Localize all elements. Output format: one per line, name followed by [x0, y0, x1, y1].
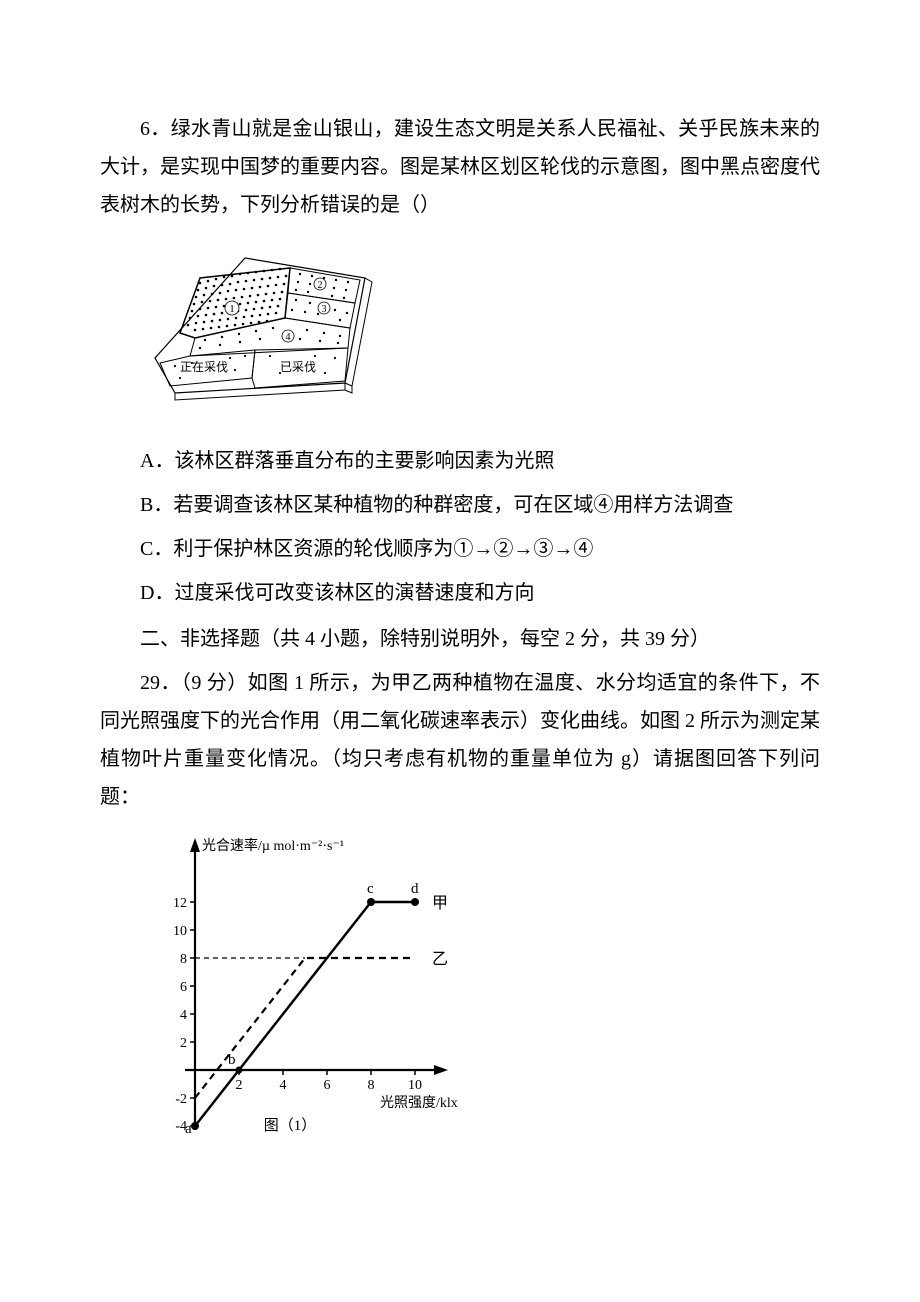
- point-b: b: [228, 1052, 236, 1068]
- label-yi: 乙: [432, 951, 448, 968]
- chart-svg: 光合速率/µ mol·m⁻²·s⁻¹ 12 10 8 6 4 2 -2 -4 2…: [140, 830, 470, 1140]
- svg-text:-2: -2: [175, 1092, 187, 1107]
- label-harvesting: 正在采伐: [180, 360, 228, 374]
- q29-intro: 29．（9 分）如图 1 所示，为甲乙两种植物在温度、水分均适宜的条件下，不同光…: [100, 664, 820, 816]
- forest-diagram-svg: 1 2 3 4 正在采伐 已采伐: [140, 238, 380, 428]
- label-jia: 甲: [432, 895, 448, 912]
- svg-text:6: 6: [324, 1078, 331, 1093]
- svg-text:10: 10: [408, 1078, 422, 1093]
- point-a: a: [185, 1121, 192, 1137]
- svg-text:4: 4: [180, 1008, 187, 1023]
- section2-header: 二、非选择题（共 4 小题，除特别说明外，每空 2 分，共 39 分）: [100, 620, 820, 658]
- x-axis-label: 光照强度/klx: [380, 1095, 458, 1111]
- svg-text:8: 8: [180, 952, 187, 967]
- region-label-3: 3: [322, 304, 327, 315]
- y-axis-label: 光合速率/µ mol·m⁻²·s⁻¹: [202, 837, 344, 854]
- chart-container: 光合速率/µ mol·m⁻²·s⁻¹ 12 10 8 6 4 2 -2 -4 2…: [140, 830, 820, 1140]
- svg-text:6: 6: [180, 980, 187, 995]
- series-yi: [195, 958, 415, 1098]
- svg-text:2: 2: [236, 1078, 243, 1093]
- chart-caption: 图（1）: [264, 1117, 317, 1134]
- q6-option-c: C．利于保护林区资源的轮伐顺序为①→②→③→④: [100, 530, 820, 568]
- svg-text:8: 8: [368, 1078, 375, 1093]
- q6-intro: 6．绿水青山就是金山银山，建设生态文明是关系人民福祉、关乎民族未来的大计，是实现…: [100, 110, 820, 224]
- series-jia: [195, 902, 415, 1126]
- svg-text:12: 12: [173, 896, 187, 911]
- svg-text:2: 2: [180, 1036, 187, 1051]
- svg-text:10: 10: [173, 924, 187, 939]
- region-label-4: 4: [286, 332, 291, 343]
- forest-diagram-container: 1 2 3 4 正在采伐 已采伐: [140, 238, 820, 428]
- q6-option-b: B．若要调查该林区某种植物的种群密度，可在区域④用样方法调查: [100, 486, 820, 524]
- point-d: d: [411, 881, 419, 897]
- region-label-1: 1: [229, 303, 235, 315]
- q6-option-a: A．该林区群落垂直分布的主要影响因素为光照: [100, 442, 820, 480]
- label-harvested: 已采伐: [280, 360, 316, 374]
- point-c: c: [367, 881, 374, 897]
- q6-option-d: D．过度采伐可改变该林区的演替速度和方向: [100, 574, 820, 612]
- region-label-2: 2: [318, 280, 323, 291]
- svg-text:4: 4: [280, 1078, 287, 1093]
